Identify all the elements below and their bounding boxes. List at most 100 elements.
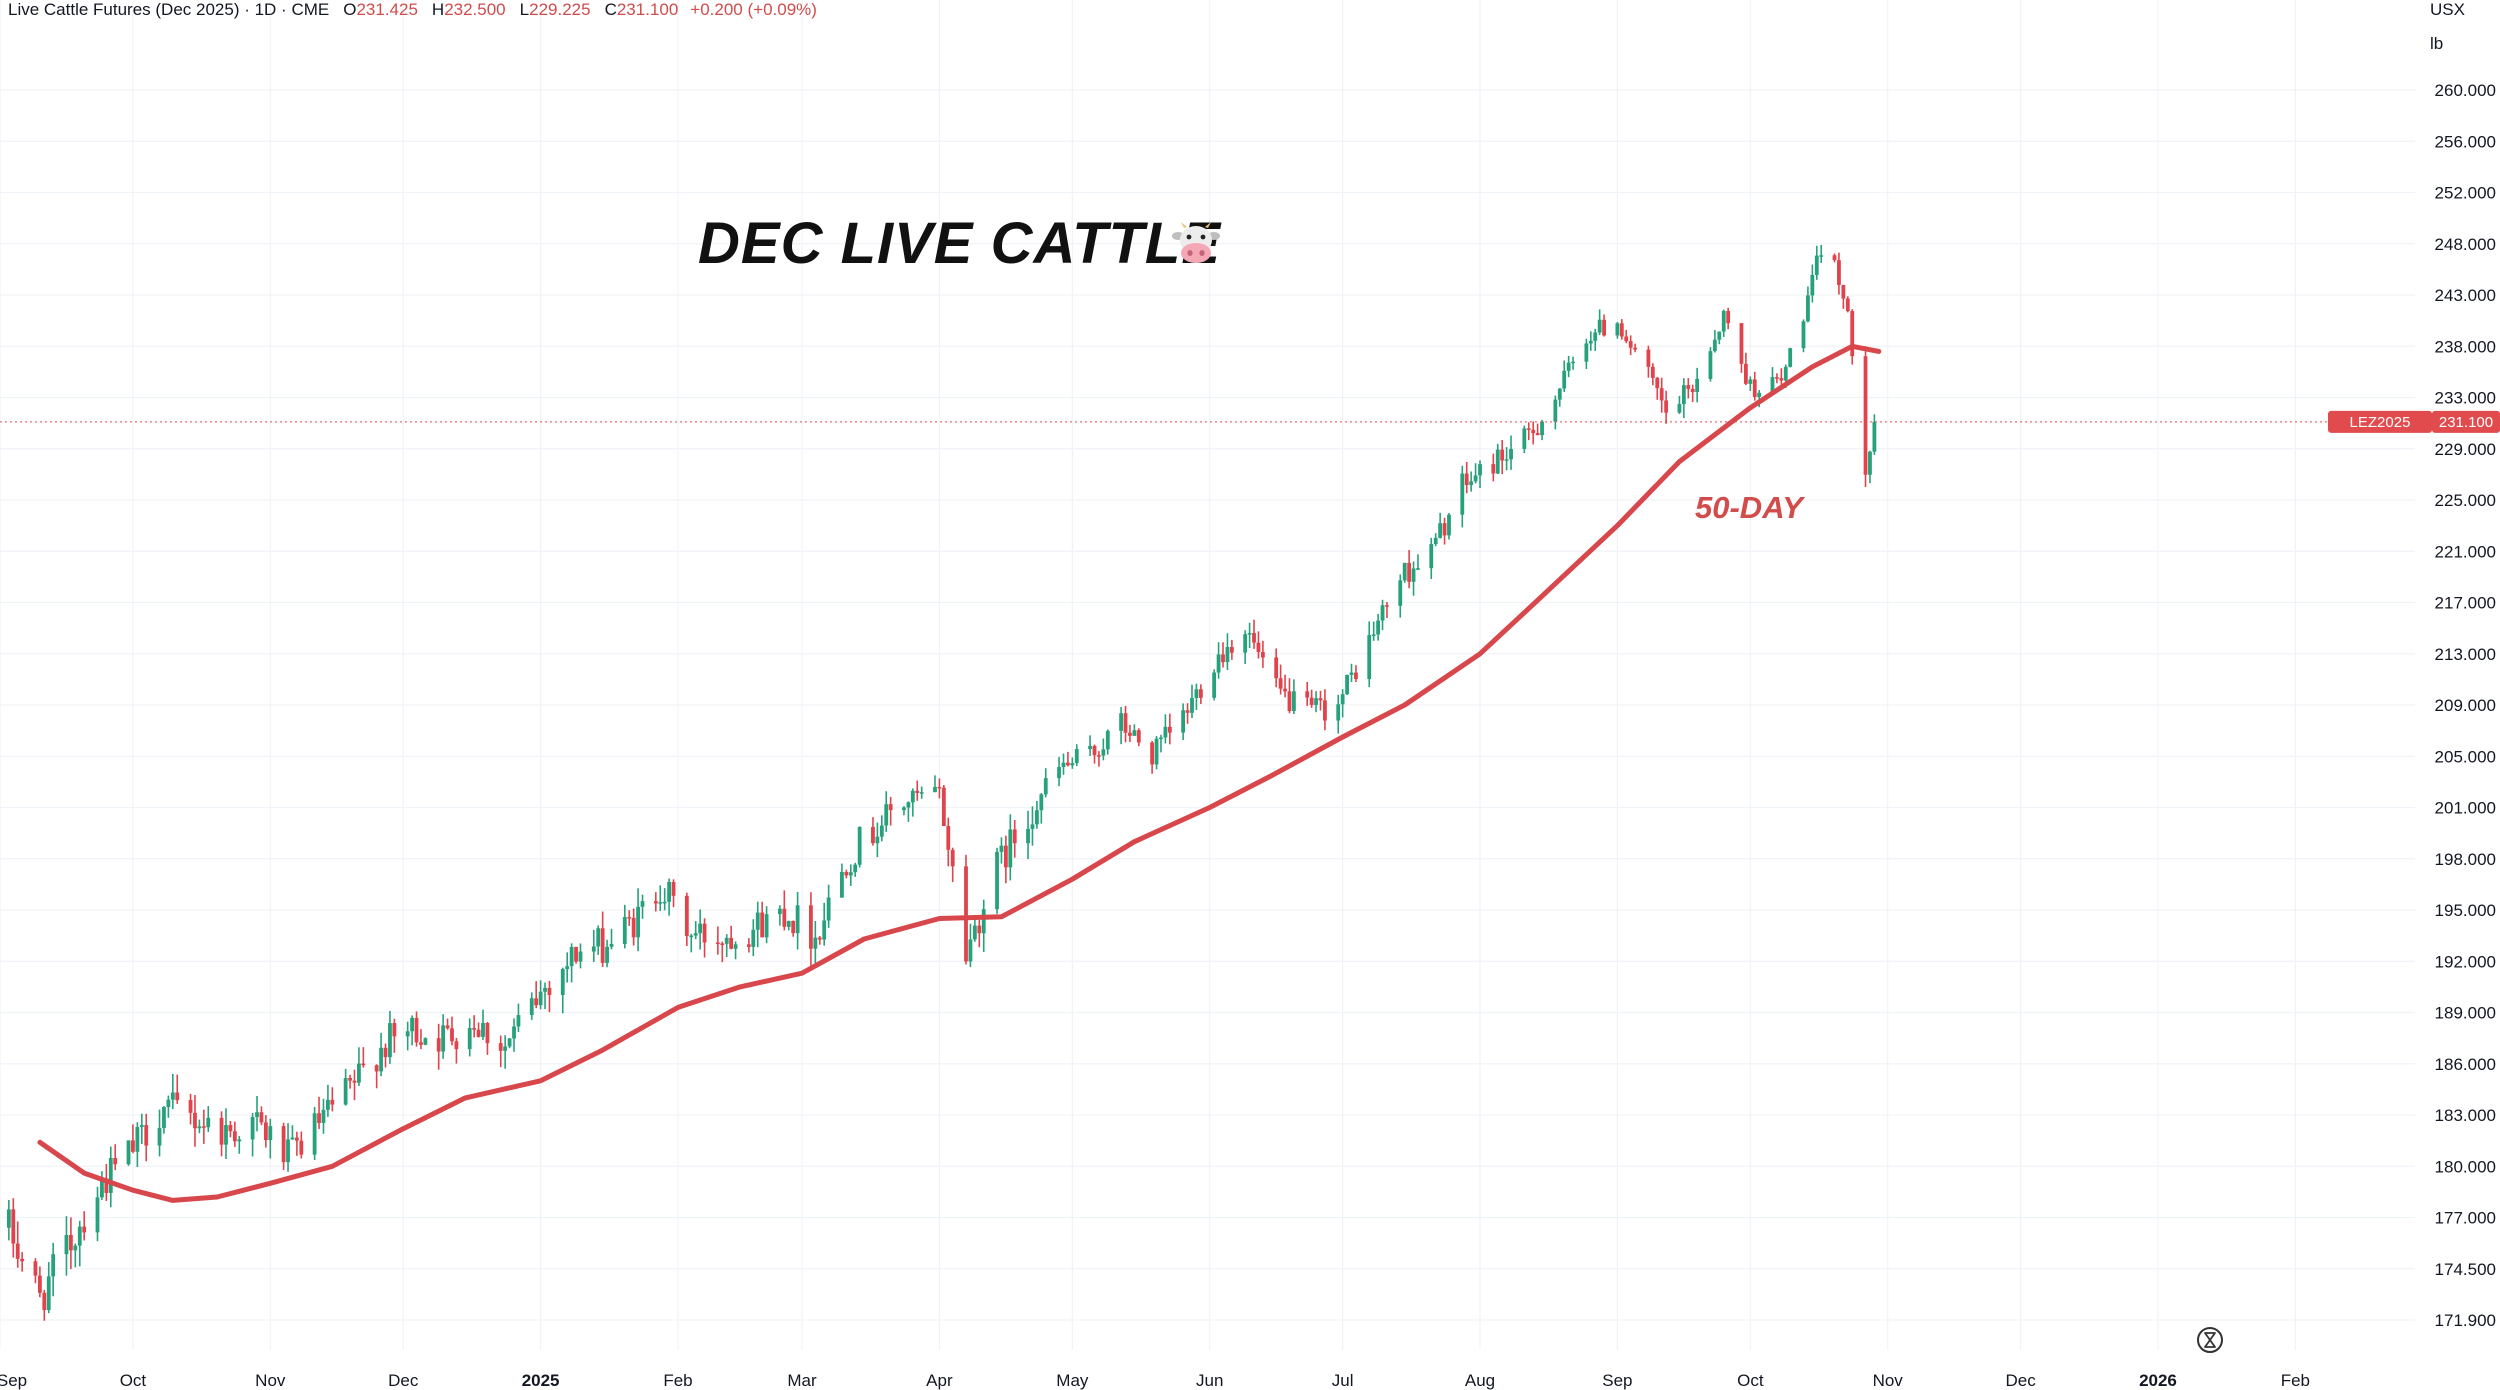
candle-body bbox=[560, 969, 565, 995]
y-tick-label: 248.000 bbox=[2435, 235, 2496, 254]
candle-body bbox=[1039, 794, 1044, 811]
candle-body bbox=[1806, 295, 1810, 322]
price-axis[interactable]: 260.000 256.000 252.000 248.000 243.000 238.0… bbox=[2435, 81, 2496, 1330]
candle-body bbox=[591, 946, 596, 952]
candle-body bbox=[268, 1126, 273, 1141]
candle-body bbox=[733, 944, 738, 949]
candles bbox=[6, 244, 1877, 1321]
candle-body bbox=[481, 1022, 485, 1037]
candle-body bbox=[1469, 481, 1474, 486]
candle-body bbox=[1416, 568, 1420, 570]
candle-body bbox=[565, 966, 570, 970]
candle-body bbox=[574, 946, 578, 962]
candle-body bbox=[1659, 388, 1664, 401]
y-tick-label: 229.000 bbox=[2435, 440, 2496, 459]
y-tick-label: 260.000 bbox=[2435, 81, 2496, 100]
candle-body bbox=[1034, 810, 1039, 825]
candle-body bbox=[1597, 319, 1602, 333]
x-tick-label: Aug bbox=[1465, 1371, 1495, 1390]
candle-body bbox=[871, 826, 875, 844]
candle-body bbox=[423, 1038, 428, 1045]
candle-body bbox=[857, 826, 862, 865]
candle-body bbox=[1615, 323, 1620, 336]
candle-body bbox=[64, 1234, 69, 1255]
candle-body bbox=[232, 1131, 237, 1142]
candle-body bbox=[1504, 459, 1509, 461]
candle-body bbox=[1243, 634, 1248, 653]
candle-body bbox=[609, 943, 614, 947]
candle-body bbox=[950, 849, 955, 867]
candle-body bbox=[1128, 732, 1132, 736]
candle-body bbox=[1814, 255, 1819, 275]
candle-body bbox=[1602, 319, 1606, 336]
candle-body bbox=[751, 929, 756, 947]
candle-body bbox=[104, 1178, 109, 1193]
grid-lines bbox=[0, 0, 2415, 1350]
candle-body bbox=[1553, 399, 1558, 422]
candle-body bbox=[1628, 341, 1633, 348]
candle-body bbox=[1349, 672, 1354, 675]
x-tick-label: Dec bbox=[388, 1371, 419, 1390]
candle-body bbox=[1850, 311, 1855, 357]
candle-body bbox=[73, 1245, 78, 1251]
x-tick-label: Jun bbox=[1196, 1371, 1223, 1390]
quantity-unit: lb bbox=[2430, 34, 2444, 53]
candle-body bbox=[1447, 514, 1451, 536]
candle-body bbox=[1354, 672, 1358, 679]
candle-body bbox=[1318, 698, 1323, 701]
time-axis[interactable]: Sep Oct Nov Dec 2025 Feb Mar Apr May Jun Jul Aug Sep… bbox=[0, 1371, 2310, 1390]
candle-body bbox=[343, 1078, 348, 1105]
cow-face-icon bbox=[1172, 222, 1220, 263]
candle-body bbox=[1287, 691, 1292, 711]
candle-body bbox=[348, 1078, 352, 1081]
candle-body bbox=[534, 998, 539, 1006]
candle-body bbox=[715, 942, 720, 945]
candle-body bbox=[15, 1243, 20, 1259]
candle-body bbox=[1619, 323, 1624, 337]
candle-body bbox=[100, 1178, 104, 1198]
candle-body bbox=[219, 1117, 224, 1145]
candle-body bbox=[1429, 544, 1434, 569]
timezone-clock-icon[interactable] bbox=[2195, 1325, 2225, 1355]
candle-body bbox=[1278, 678, 1283, 689]
candle-body bbox=[826, 897, 831, 921]
candle-body bbox=[1442, 523, 1447, 536]
candle-body bbox=[1686, 385, 1691, 389]
candle-body bbox=[361, 1063, 366, 1066]
candle-body bbox=[888, 804, 893, 811]
candle-body bbox=[1136, 730, 1141, 743]
candle-body bbox=[1695, 378, 1700, 393]
candle-body bbox=[1540, 421, 1544, 436]
candle-body bbox=[379, 1047, 383, 1072]
y-tick-label: 189.000 bbox=[2435, 1004, 2496, 1023]
symbol-label: Live Cattle Futures (Dec 2025) · 1D · CM… bbox=[8, 0, 330, 19]
candle-body bbox=[1371, 634, 1376, 637]
candle-body bbox=[995, 851, 999, 910]
y-tick-label: 171.900 bbox=[2435, 1311, 2496, 1330]
candle-body bbox=[1150, 742, 1155, 765]
candle-body bbox=[915, 790, 920, 794]
candle-body bbox=[162, 1107, 166, 1129]
candle-body bbox=[671, 881, 676, 896]
y-tick-label: 238.000 bbox=[2435, 337, 2496, 356]
candle-body bbox=[698, 923, 703, 934]
x-tick-label: Nov bbox=[1873, 1371, 1904, 1390]
price-tag: LEZ2025 231.100 bbox=[2328, 410, 2500, 433]
candle-body bbox=[1681, 385, 1686, 405]
candle-body bbox=[1411, 568, 1416, 582]
candle-body bbox=[1008, 829, 1013, 868]
candle-body bbox=[512, 1026, 516, 1039]
candle-body bbox=[1664, 400, 1669, 413]
candle-body bbox=[840, 872, 844, 898]
candle-body bbox=[1584, 343, 1589, 362]
candle-body bbox=[1340, 694, 1345, 705]
candle-body bbox=[1407, 562, 1412, 582]
candle-body bbox=[441, 1025, 446, 1052]
candle-body bbox=[919, 792, 924, 794]
x-tick-label: Sep bbox=[1602, 1371, 1632, 1390]
ma50-line bbox=[37, 343, 1882, 1203]
candle-body bbox=[6, 1209, 11, 1228]
candle-body bbox=[1624, 336, 1629, 342]
y-tick-label: 225.000 bbox=[2435, 491, 2496, 510]
